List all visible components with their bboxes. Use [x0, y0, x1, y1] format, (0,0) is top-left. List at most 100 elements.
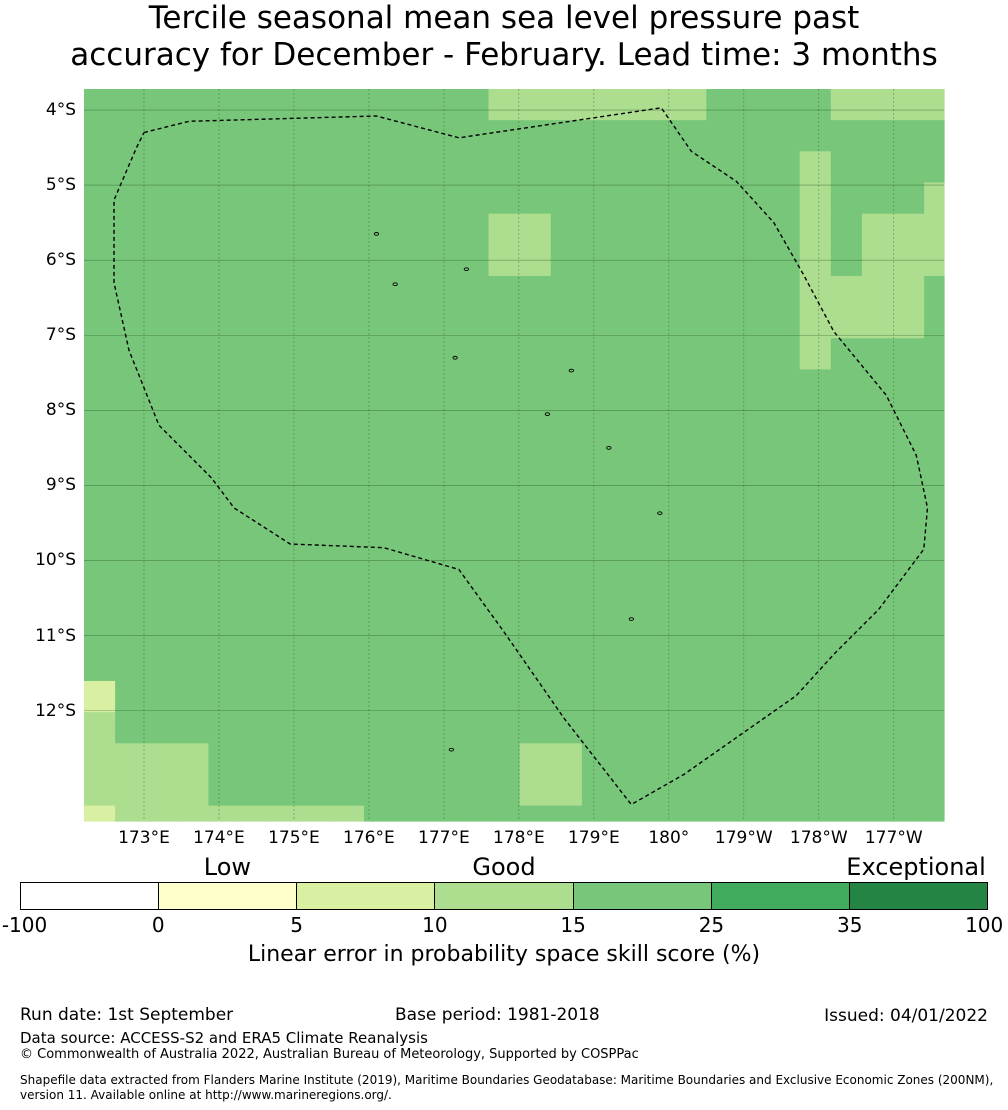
grid-cell [706, 774, 739, 807]
grid-cell [924, 89, 945, 121]
grid-cell [146, 774, 178, 807]
grid-cell [799, 805, 832, 822]
latitude-label: 5°S [45, 175, 76, 196]
grid-cell [208, 182, 241, 215]
grid-cell [612, 494, 645, 526]
grid-cell [239, 805, 272, 822]
grid-cell [675, 431, 707, 464]
grid-cell [799, 712, 832, 744]
grid-cell [115, 462, 147, 495]
grid-cell [84, 712, 116, 744]
grid-cell [924, 712, 945, 744]
grid-cell [861, 431, 894, 464]
grid-cell [581, 494, 614, 526]
grid-cell [488, 275, 521, 308]
grid-cell [332, 462, 365, 495]
grid-cell [799, 556, 832, 589]
grid-cell [581, 431, 614, 464]
grid-cell [84, 525, 116, 557]
grid-cell [488, 680, 521, 713]
grid-cell [706, 431, 739, 464]
run-date: Run date: 1st September [20, 1005, 234, 1025]
grid-cell [177, 275, 210, 308]
grid-cell [799, 649, 832, 682]
grid-cell [550, 649, 583, 682]
grid-cell [924, 213, 945, 246]
grid-cell [115, 244, 147, 277]
grid-cell [84, 369, 116, 402]
grid-cell [488, 743, 521, 776]
grid-cell [550, 369, 583, 402]
grid-cell [581, 556, 614, 589]
grid-cell [84, 244, 116, 277]
colorbar-tick-label: 100 [965, 913, 1004, 937]
grid-cell [332, 400, 365, 433]
grid-cell [177, 618, 210, 651]
grid-cell [581, 275, 614, 308]
grid-cell [301, 338, 334, 371]
grid-cell [799, 120, 832, 152]
grid-cell [519, 587, 552, 620]
grid-cell [208, 494, 241, 526]
grid-cell [519, 494, 552, 526]
grid-cell [830, 400, 863, 433]
grid-cell [550, 275, 583, 308]
grid-cell [644, 369, 676, 402]
grid-cell [830, 494, 863, 526]
grid-cell [893, 494, 925, 526]
grid-cell [581, 213, 614, 246]
grid-cell [301, 525, 334, 557]
data-source: Data source: ACCESS-S2 and ERA5 Climate … [20, 1029, 428, 1047]
grid-cell [457, 774, 490, 807]
grid-cell [799, 89, 832, 121]
grid-cell [830, 712, 863, 744]
grid-cell [208, 307, 241, 339]
grid-cell [675, 213, 707, 246]
island-outline [606, 446, 612, 450]
grid-cell [924, 369, 945, 402]
grid-cell [675, 805, 707, 822]
grid-cell [177, 369, 210, 402]
grid-cell [332, 743, 365, 776]
grid-cell [706, 244, 739, 277]
grid-cell [830, 151, 863, 184]
grid-cell [146, 712, 178, 744]
grid-cell [768, 338, 801, 371]
latitude-label: 11°S [35, 625, 76, 646]
grid-cell [581, 244, 614, 277]
grid-cell [239, 649, 272, 682]
grid-cell [426, 618, 458, 651]
grid-cell [644, 618, 676, 651]
grid-cell [457, 151, 490, 184]
grid-cell [768, 649, 801, 682]
grid-cell [457, 213, 490, 246]
grid-cell [706, 213, 739, 246]
grid-cell [737, 307, 770, 339]
grid-cell [270, 182, 303, 215]
grid-cell [550, 525, 583, 557]
grid-cell [519, 462, 552, 495]
grid-cell [364, 556, 396, 589]
grid-cell [924, 680, 945, 713]
grid-cell [146, 556, 178, 589]
grid-cell [239, 774, 272, 807]
longitude-label: 175°E [268, 828, 320, 848]
grid-cell [519, 244, 552, 277]
grid-cell [239, 369, 272, 402]
grid-cell [239, 400, 272, 433]
grid-cell [177, 805, 210, 822]
grid-cell [675, 244, 707, 277]
grid-cell [426, 525, 458, 557]
grid-cell [861, 369, 894, 402]
grid-cell [146, 462, 178, 495]
skill-grid [84, 89, 945, 822]
grid-cell [861, 774, 894, 807]
grid-cell [550, 587, 583, 620]
grid-cell [924, 618, 945, 651]
grid-cell [208, 400, 241, 433]
grid-cell [84, 400, 116, 433]
grid-cell [364, 338, 396, 371]
grid-cell [924, 743, 945, 776]
grid-cell [115, 120, 147, 152]
grid-cell [364, 774, 396, 807]
